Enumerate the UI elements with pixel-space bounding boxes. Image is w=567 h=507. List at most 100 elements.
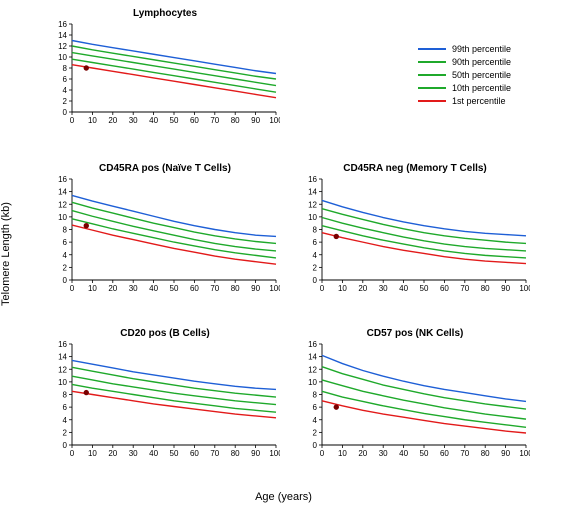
panel-title: CD45RA pos (Naïve T Cells) xyxy=(50,163,280,174)
svg-text:10: 10 xyxy=(308,213,317,222)
svg-text:6: 6 xyxy=(313,403,318,412)
legend-item: 1st percentile xyxy=(418,94,511,107)
data-marker xyxy=(334,234,339,239)
panel-title: CD45RA neg (Memory T Cells) xyxy=(300,163,530,174)
svg-text:12: 12 xyxy=(58,42,67,51)
svg-text:90: 90 xyxy=(501,449,510,458)
series-line-p99 xyxy=(72,195,276,236)
svg-text:14: 14 xyxy=(58,353,67,362)
panel-cd45ra-neg: CD45RA neg (Memory T Cells)0102030405060… xyxy=(300,163,530,299)
panel-cd20-pos: CD20 pos (B Cells)0102030405060708090100… xyxy=(50,328,280,464)
svg-text:16: 16 xyxy=(58,20,67,29)
svg-text:12: 12 xyxy=(308,200,317,209)
svg-text:40: 40 xyxy=(149,449,158,458)
svg-text:90: 90 xyxy=(251,284,260,293)
svg-text:40: 40 xyxy=(399,449,408,458)
svg-text:50: 50 xyxy=(170,449,179,458)
svg-text:40: 40 xyxy=(149,116,158,125)
svg-text:70: 70 xyxy=(460,449,469,458)
legend-swatch xyxy=(418,100,446,102)
legend-item: 90th percentile xyxy=(418,55,511,68)
panel-title: CD57 pos (NK Cells) xyxy=(300,328,530,339)
legend-label: 1st percentile xyxy=(452,96,506,106)
series-line-p90 xyxy=(72,202,276,243)
svg-text:16: 16 xyxy=(308,175,317,184)
svg-text:10: 10 xyxy=(338,284,347,293)
svg-text:80: 80 xyxy=(231,449,240,458)
legend-swatch xyxy=(418,74,446,76)
series-line-p10 xyxy=(72,219,276,258)
svg-text:2: 2 xyxy=(63,428,68,437)
legend-swatch xyxy=(418,87,446,89)
svg-text:30: 30 xyxy=(129,116,138,125)
legend-item: 10th percentile xyxy=(418,81,511,94)
svg-text:0: 0 xyxy=(313,441,318,450)
svg-text:70: 70 xyxy=(210,284,219,293)
svg-text:100: 100 xyxy=(269,116,280,125)
data-marker xyxy=(84,223,89,228)
svg-text:30: 30 xyxy=(379,284,388,293)
legend-label: 10th percentile xyxy=(452,83,511,93)
svg-text:2: 2 xyxy=(313,428,318,437)
svg-text:90: 90 xyxy=(251,116,260,125)
svg-text:90: 90 xyxy=(501,284,510,293)
svg-text:8: 8 xyxy=(63,391,68,400)
legend-label: 50th percentile xyxy=(452,70,511,80)
figure-container: Telomere Length (kb) Age (years) Lymphoc… xyxy=(0,0,567,507)
svg-text:60: 60 xyxy=(190,116,199,125)
svg-text:2: 2 xyxy=(63,263,68,272)
svg-text:10: 10 xyxy=(88,449,97,458)
series-line-p90 xyxy=(72,46,276,79)
svg-text:10: 10 xyxy=(58,213,67,222)
svg-text:60: 60 xyxy=(440,449,449,458)
legend-label: 99th percentile xyxy=(452,44,511,54)
svg-text:14: 14 xyxy=(308,188,317,197)
panel-title: CD20 pos (B Cells) xyxy=(50,328,280,339)
chart-svg: 01020304050607080901000246810121416 xyxy=(50,20,280,126)
svg-text:4: 4 xyxy=(63,86,68,95)
svg-text:0: 0 xyxy=(70,116,75,125)
svg-text:100: 100 xyxy=(269,284,280,293)
svg-text:40: 40 xyxy=(149,284,158,293)
svg-text:10: 10 xyxy=(338,449,347,458)
chart-svg: 01020304050607080901000246810121416 xyxy=(300,175,530,294)
svg-text:100: 100 xyxy=(519,284,530,293)
series-line-p99 xyxy=(322,200,526,235)
svg-text:50: 50 xyxy=(420,449,429,458)
data-marker xyxy=(84,65,89,70)
x-axis-label: Age (years) xyxy=(255,491,312,503)
svg-text:60: 60 xyxy=(440,284,449,293)
svg-text:50: 50 xyxy=(420,284,429,293)
svg-text:0: 0 xyxy=(70,284,75,293)
panel-cd57-pos: CD57 pos (NK Cells)010203040506070809010… xyxy=(300,328,530,464)
svg-text:0: 0 xyxy=(313,276,318,285)
svg-text:0: 0 xyxy=(320,284,325,293)
svg-text:0: 0 xyxy=(320,449,325,458)
svg-text:20: 20 xyxy=(108,284,117,293)
svg-text:6: 6 xyxy=(63,238,68,247)
svg-text:8: 8 xyxy=(63,226,68,235)
svg-text:20: 20 xyxy=(358,449,367,458)
svg-text:6: 6 xyxy=(63,75,68,84)
chart-svg: 01020304050607080901000246810121416 xyxy=(50,340,280,459)
data-marker xyxy=(334,404,339,409)
legend: 99th percentile90th percentile 50th perce… xyxy=(418,42,511,107)
series-line-p01 xyxy=(72,391,276,418)
svg-text:14: 14 xyxy=(58,31,67,40)
svg-text:8: 8 xyxy=(63,64,68,73)
svg-text:12: 12 xyxy=(308,365,317,374)
legend-swatch xyxy=(418,48,446,50)
data-marker xyxy=(84,390,89,395)
y-axis-label: Telomere Length (kb) xyxy=(0,202,12,306)
legend-item: 50th percentile xyxy=(418,68,511,81)
chart-svg: 01020304050607080901000246810121416 xyxy=(300,340,530,459)
legend-item: 99th percentile xyxy=(418,42,511,55)
svg-text:10: 10 xyxy=(308,378,317,387)
svg-text:50: 50 xyxy=(170,116,179,125)
panel-cd45ra-pos: CD45RA pos (Naïve T Cells)01020304050607… xyxy=(50,163,280,299)
svg-text:20: 20 xyxy=(108,116,117,125)
svg-text:12: 12 xyxy=(58,200,67,209)
svg-text:4: 4 xyxy=(63,416,68,425)
svg-text:10: 10 xyxy=(88,116,97,125)
svg-text:16: 16 xyxy=(58,340,67,349)
